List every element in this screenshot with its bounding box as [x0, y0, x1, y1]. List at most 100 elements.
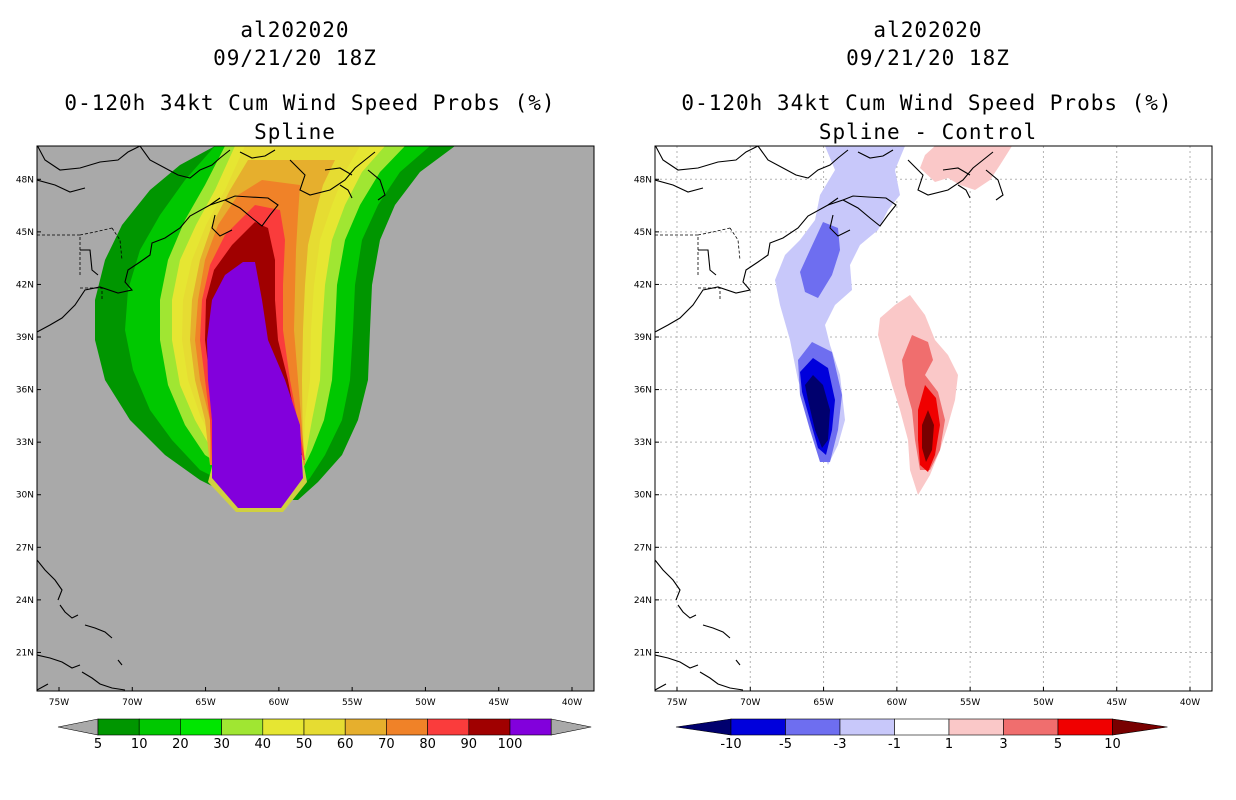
- x-tick-label: 45W: [489, 698, 509, 708]
- diff-pos1-blob-north: [920, 146, 1012, 190]
- x-tick-label: 55W: [342, 698, 362, 708]
- colorbar-segment: [948, 718, 1004, 736]
- colorbar-segment: [468, 718, 511, 736]
- y-tick-label: 24N: [16, 596, 34, 606]
- colorbar-segment: [344, 718, 387, 736]
- coastline: [829, 214, 851, 237]
- colorbar-label: 20: [172, 737, 189, 752]
- colorbar-left-arrow: [675, 718, 732, 736]
- colorbar-segment: [785, 718, 841, 736]
- colorbar-label: 60: [337, 737, 354, 752]
- right-colorbar: -10 -5 -3 -1 1 3 5 10: [675, 718, 1168, 752]
- colorbar-label: 10: [131, 737, 148, 752]
- colorbar-label: 1: [945, 737, 953, 752]
- diff-neg10-blob: [805, 375, 830, 448]
- left-map-panel: 75W 70W 65W 60W 55W 50W 45W 40W 48N 45N 42N 39N 36N 3…: [16, 145, 595, 708]
- coastline: [37, 179, 86, 193]
- coastline: [655, 179, 704, 193]
- y-tick-label: 48N: [634, 175, 652, 185]
- coastline: [211, 214, 233, 237]
- left-title: 0-120h 34kt Cum Wind Speed Probs (%): [64, 91, 556, 115]
- colorbar-label: -3: [834, 737, 847, 752]
- state-border: [698, 287, 721, 300]
- x-tick-label: 60W: [269, 698, 289, 708]
- coastline: [80, 249, 99, 276]
- coastline: [942, 167, 971, 176]
- colorbar-label: 100: [498, 737, 523, 752]
- y-tick-label: 45N: [16, 228, 34, 238]
- colorbar-label: 5: [1054, 737, 1062, 752]
- coastline: [757, 146, 849, 179]
- right-datetime: 09/21/20 18Z: [846, 46, 1010, 70]
- diff-pos10-blob: [922, 410, 934, 462]
- colorbar-segment: [303, 718, 346, 736]
- y-tick-label: 45N: [634, 228, 652, 238]
- right-map-panel: 75W 70W 65W 60W 55W 50W 45W 40W 48N 45N 42N 39N 36N 3…: [634, 145, 1213, 708]
- colorbar-label: 3: [999, 737, 1007, 752]
- right-map-frame: [654, 145, 1213, 692]
- colorbar-label: -1: [888, 737, 901, 752]
- colorbar-label: -5: [779, 737, 792, 752]
- colorbar-segment: [97, 718, 140, 736]
- x-tick-label: 45W: [1107, 698, 1127, 708]
- colorbar-segment: [730, 718, 786, 736]
- x-tick-label: 60W: [887, 698, 907, 708]
- y-tick-label: 36N: [16, 386, 34, 396]
- coastline: [857, 149, 894, 159]
- coastline: [655, 654, 699, 669]
- colorbar-left-arrow: [57, 718, 99, 736]
- x-tick-label: 70W: [122, 698, 142, 708]
- y-tick-label: 42N: [16, 280, 34, 290]
- coastline: [655, 146, 759, 171]
- coastline: [655, 197, 839, 333]
- y-tick-label: 36N: [634, 386, 652, 396]
- colorbar-label: -10: [720, 737, 741, 752]
- coastline: [677, 604, 697, 619]
- colorbar-segment: [894, 718, 950, 736]
- colorbar-segment: [427, 718, 470, 736]
- coastline: [367, 169, 386, 201]
- contour-100pct: [207, 262, 303, 508]
- coastline: [827, 195, 897, 227]
- y-tick-label: 39N: [634, 333, 652, 343]
- right-axis-ticks: 75W 70W 65W 60W 55W 50W 45W 40W 48N 45N 42N 39N 36N 3…: [634, 175, 1200, 708]
- state-border: [79, 227, 113, 236]
- y-tick-label: 27N: [634, 543, 652, 553]
- y-tick-label: 30N: [634, 491, 652, 501]
- colorbar-label: 90: [461, 737, 478, 752]
- colorbar-segment: [1057, 718, 1113, 736]
- x-tick-label: 50W: [1033, 698, 1053, 708]
- y-tick-label: 21N: [634, 648, 652, 658]
- colorbar-segment: [138, 718, 181, 736]
- colorbar-right-arrow: [1112, 718, 1168, 736]
- left-datetime: 09/21/20 18Z: [213, 46, 377, 70]
- x-tick-label: 65W: [195, 698, 215, 708]
- y-tick-label: 24N: [634, 596, 652, 606]
- coastline: [655, 683, 667, 691]
- coastline: [339, 184, 353, 199]
- coastline: [37, 197, 221, 333]
- y-tick-label: 33N: [16, 438, 34, 448]
- coastline: [37, 146, 141, 171]
- y-tick-label: 39N: [16, 333, 34, 343]
- coastline: [37, 559, 63, 601]
- coastline: [239, 149, 276, 159]
- right-title: 0-120h 34kt Cum Wind Speed Probs (%): [681, 91, 1173, 115]
- left-coastlines: [37, 146, 386, 691]
- coastline: [699, 671, 744, 691]
- colorbar-label: 50: [296, 737, 313, 752]
- diff-neg3-blob-north: [800, 222, 840, 298]
- state-border: [80, 287, 103, 300]
- coastline: [117, 659, 123, 666]
- coastline: [209, 195, 279, 227]
- y-tick-label: 33N: [634, 438, 652, 448]
- colorbar-label: 40: [255, 737, 272, 752]
- coastline: [907, 151, 994, 196]
- right-subtitle: Spline - Control: [818, 120, 1038, 144]
- state-border: [729, 227, 741, 261]
- coastline: [59, 604, 79, 619]
- y-tick-label: 27N: [16, 543, 34, 553]
- y-tick-label: 48N: [16, 175, 34, 185]
- y-tick-label: 21N: [16, 648, 34, 658]
